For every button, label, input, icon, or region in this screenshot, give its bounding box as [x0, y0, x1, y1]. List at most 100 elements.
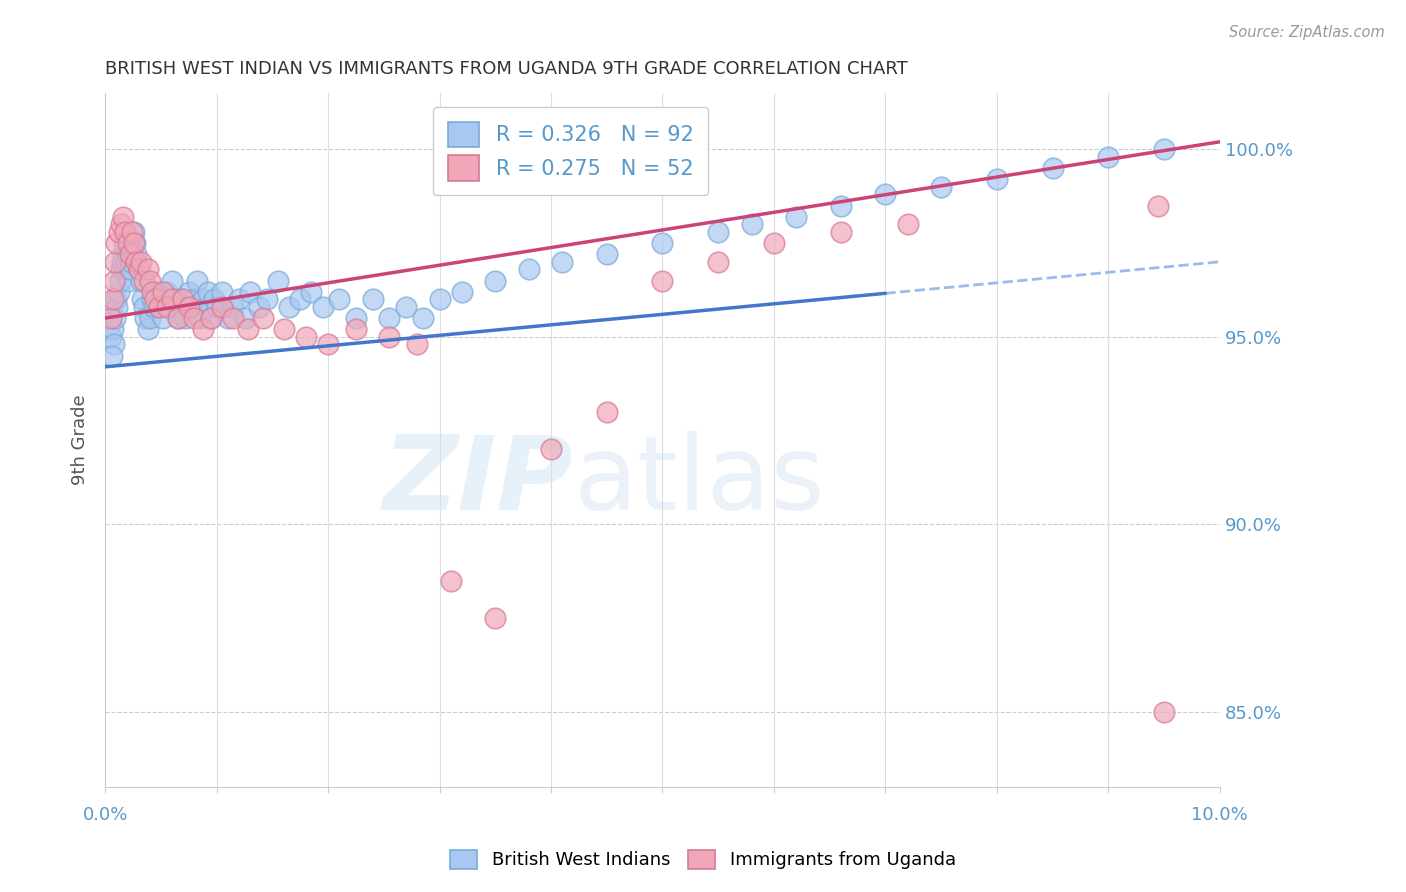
Point — [183, 311, 205, 326]
Point — [141, 285, 163, 299]
Point — [200, 311, 222, 326]
Point — [121, 225, 143, 239]
Point — [101, 293, 124, 307]
Point — [267, 274, 290, 288]
Point — [830, 225, 852, 239]
Point — [247, 300, 270, 314]
Point — [143, 300, 166, 314]
Point — [104, 255, 127, 269]
Point — [830, 198, 852, 212]
Point — [406, 337, 429, 351]
Point — [540, 442, 562, 457]
Point — [107, 225, 129, 239]
Text: 0.0%: 0.0% — [83, 805, 128, 823]
Point — [316, 337, 339, 351]
Point — [105, 236, 128, 251]
Point — [145, 293, 167, 307]
Point — [174, 311, 197, 326]
Point — [160, 274, 183, 288]
Point — [311, 300, 333, 314]
Point — [299, 285, 322, 299]
Point — [200, 311, 222, 326]
Point — [252, 311, 274, 326]
Point — [107, 300, 129, 314]
Point — [120, 255, 142, 269]
Point — [117, 247, 139, 261]
Point — [112, 210, 135, 224]
Point — [160, 293, 183, 307]
Point — [166, 311, 188, 326]
Point — [100, 311, 122, 326]
Point — [149, 293, 172, 307]
Point — [484, 274, 506, 288]
Point — [108, 274, 131, 288]
Point — [139, 311, 162, 326]
Point — [110, 217, 132, 231]
Point — [114, 262, 136, 277]
Point — [517, 262, 540, 277]
Point — [118, 247, 141, 261]
Point — [217, 311, 239, 326]
Text: ZIP: ZIP — [382, 431, 574, 533]
Point — [128, 262, 150, 277]
Point — [112, 247, 135, 261]
Point — [177, 300, 200, 314]
Point — [596, 405, 619, 419]
Point — [440, 574, 463, 588]
Point — [551, 255, 574, 269]
Point — [378, 311, 401, 326]
Point — [762, 236, 785, 251]
Point — [183, 293, 205, 307]
Point — [1147, 198, 1170, 212]
Point — [875, 187, 897, 202]
Point — [128, 262, 150, 277]
Point — [193, 293, 215, 307]
Point — [122, 225, 145, 239]
Point — [111, 255, 134, 269]
Point — [117, 236, 139, 251]
Point — [141, 293, 163, 307]
Point — [136, 262, 159, 277]
Point — [181, 300, 204, 314]
Point — [211, 300, 233, 314]
Point — [344, 311, 367, 326]
Point — [222, 311, 245, 326]
Point — [194, 300, 217, 314]
Legend: R = 0.326   N = 92, R = 0.275   N = 52: R = 0.326 N = 92, R = 0.275 N = 52 — [433, 107, 709, 195]
Point — [897, 217, 920, 231]
Point — [290, 293, 312, 307]
Point — [159, 300, 181, 314]
Point — [125, 247, 148, 261]
Point — [129, 255, 152, 269]
Text: atlas: atlas — [574, 431, 825, 533]
Point — [110, 262, 132, 277]
Point — [124, 236, 146, 251]
Point — [100, 330, 122, 344]
Point — [125, 255, 148, 269]
Point — [929, 179, 952, 194]
Point — [273, 322, 295, 336]
Point — [129, 274, 152, 288]
Point — [101, 322, 124, 336]
Point — [484, 611, 506, 625]
Point — [651, 274, 673, 288]
Point — [131, 293, 153, 307]
Point — [197, 285, 219, 299]
Point — [105, 293, 128, 307]
Point — [429, 293, 451, 307]
Point — [236, 322, 259, 336]
Point — [239, 285, 262, 299]
Point — [412, 311, 434, 326]
Point — [145, 285, 167, 299]
Legend: British West Indians, Immigrants from Uganda: British West Indians, Immigrants from Ug… — [441, 841, 965, 879]
Point — [117, 274, 139, 288]
Point — [148, 300, 170, 314]
Point — [170, 293, 193, 307]
Point — [155, 285, 177, 299]
Point — [1153, 705, 1175, 719]
Point — [233, 311, 256, 326]
Point — [172, 300, 194, 314]
Point — [166, 311, 188, 326]
Point — [155, 300, 177, 314]
Point — [148, 300, 170, 314]
